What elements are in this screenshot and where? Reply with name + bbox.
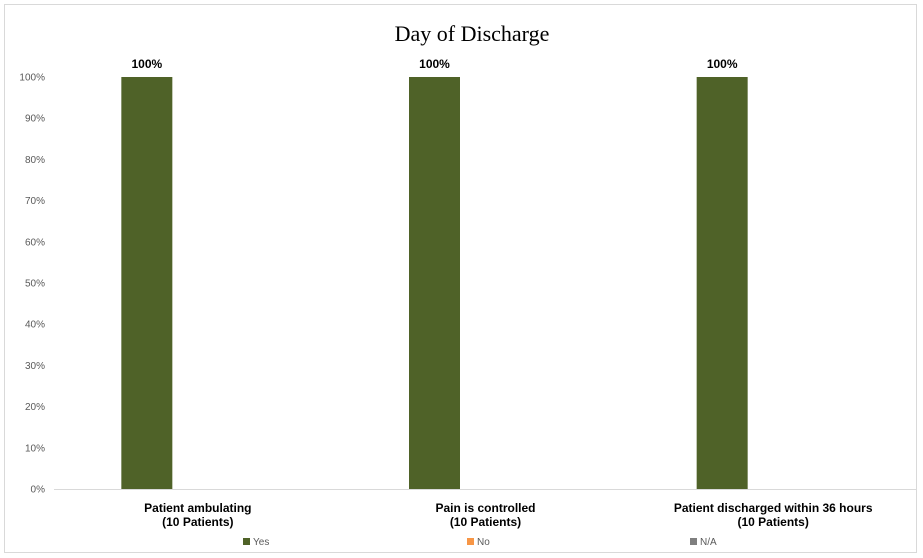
legend: Yes No N/A <box>243 537 717 548</box>
data-label: 100% <box>707 57 738 71</box>
category-label: (10 Patients) <box>737 515 808 529</box>
legend-label: Yes <box>253 537 269 548</box>
y-tick-label: 0% <box>31 485 46 496</box>
legend-swatch <box>690 538 697 545</box>
legend-swatch <box>243 538 250 545</box>
legend-label: N/A <box>700 537 717 548</box>
bar-yes <box>409 77 460 489</box>
category-label: Patient discharged within 36 hours <box>674 501 873 515</box>
legend-label: No <box>477 537 490 548</box>
data-label: 100% <box>419 57 450 71</box>
y-axis: 0% 10% 20% 30% 40% 50% 60% 70% 80% 90% 100% <box>19 73 45 496</box>
bar-series: 100% 100% 100% <box>121 57 748 489</box>
category-label: Pain is controlled <box>435 501 535 515</box>
y-tick-label: 80% <box>25 155 45 166</box>
legend-swatch <box>467 538 474 545</box>
chart-title: Day of Discharge <box>395 21 550 46</box>
data-label: 100% <box>131 57 162 71</box>
y-tick-label: 30% <box>25 361 45 372</box>
category-label: Patient ambulating <box>144 501 251 515</box>
y-tick-label: 100% <box>19 73 45 84</box>
y-tick-label: 10% <box>25 443 45 454</box>
y-tick-label: 50% <box>25 279 45 290</box>
y-tick-label: 40% <box>25 320 45 331</box>
y-tick-label: 20% <box>25 402 45 413</box>
y-tick-label: 60% <box>25 237 45 248</box>
x-axis: Patient ambulating(10 Patients)Pain is c… <box>54 489 917 529</box>
y-tick-label: 70% <box>25 196 45 207</box>
category-label: (10 Patients) <box>162 515 233 529</box>
bar-yes <box>696 77 748 489</box>
y-tick-label: 90% <box>25 114 45 125</box>
category-label: (10 Patients) <box>450 515 521 529</box>
bar-yes <box>121 77 173 489</box>
